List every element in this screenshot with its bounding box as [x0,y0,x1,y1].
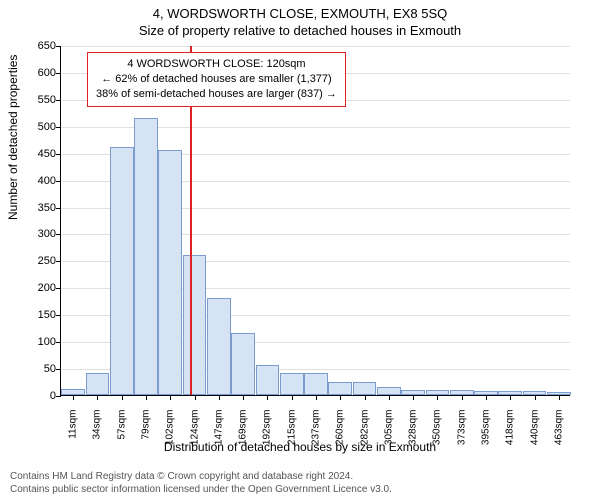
ytick-mark [56,127,61,128]
histogram-bar [304,373,328,395]
histogram-bar [110,147,134,395]
footer-line2: Contains public sector information licen… [10,483,392,496]
footer-line1: Contains HM Land Registry data © Crown c… [10,470,392,483]
ytick-mark [56,46,61,47]
histogram-bar [377,387,401,395]
y-axis-label: Number of detached properties [6,55,20,220]
xtick-mark [146,395,147,400]
histogram-bar [231,333,255,395]
ytick-label: 150 [16,309,56,321]
ytick-mark [56,234,61,235]
ytick-label: 100 [16,336,56,348]
histogram-bar [158,150,182,395]
ytick-label: 450 [16,148,56,160]
xtick-mark [195,395,196,400]
xtick-mark [389,395,390,400]
xtick-mark [243,395,244,400]
xtick-mark [73,395,74,400]
histogram-bar [353,382,377,395]
xtick-mark [462,395,463,400]
ytick-mark [56,208,61,209]
ytick-mark [56,73,61,74]
histogram-bar [207,298,231,395]
x-axis-label: Distribution of detached houses by size … [0,440,600,454]
xtick-mark [413,395,414,400]
xtick-mark [122,395,123,400]
ytick-label: 300 [16,228,56,240]
ytick-label: 200 [16,282,56,294]
ytick-label: 400 [16,175,56,187]
histogram-bar [256,365,280,395]
ytick-label: 500 [16,121,56,133]
ytick-label: 350 [16,202,56,214]
xtick-mark [292,395,293,400]
xtick-mark [510,395,511,400]
ytick-mark [56,396,61,397]
histogram-bar [328,382,352,395]
ytick-mark [56,261,61,262]
xtick-mark [486,395,487,400]
annotation-box: 4 WORDSWORTH CLOSE: 120sqm ← 62% of deta… [87,52,346,107]
xtick-mark [365,395,366,400]
xtick-mark [559,395,560,400]
xtick-mark [340,395,341,400]
xtick-mark [97,395,98,400]
ytick-mark [56,288,61,289]
ytick-mark [56,181,61,182]
ytick-label: 50 [16,363,56,375]
xtick-mark [170,395,171,400]
histogram-bar [280,373,304,395]
ytick-label: 250 [16,255,56,267]
ytick-label: 550 [16,94,56,106]
histogram-chart: 0501001502002503003504004505005506006501… [60,46,570,396]
page-title-sub: Size of property relative to detached ho… [0,21,600,38]
xtick-mark [219,395,220,400]
annot-line1: 4 WORDSWORTH CLOSE: 120sqm [96,57,337,72]
ytick-mark [56,342,61,343]
xtick-mark [267,395,268,400]
ytick-mark [56,100,61,101]
histogram-bar [134,118,158,395]
plot-area: 0501001502002503003504004505005506006501… [60,46,570,396]
page-title-address: 4, WORDSWORTH CLOSE, EXMOUTH, EX8 5SQ [0,0,600,21]
histogram-bar [183,255,207,395]
ytick-mark [56,369,61,370]
ytick-mark [56,315,61,316]
xtick-mark [316,395,317,400]
histogram-bar [86,373,110,395]
gridline [61,46,570,47]
xtick-mark [437,395,438,400]
annot-line2: ← 62% of detached houses are smaller (1,… [96,72,337,87]
ytick-label: 0 [16,390,56,402]
annot-line3: 38% of semi-detached houses are larger (… [96,87,337,102]
ytick-label: 600 [16,67,56,79]
ytick-label: 650 [16,40,56,52]
footer-attribution: Contains HM Land Registry data © Crown c… [10,470,392,496]
ytick-mark [56,154,61,155]
xtick-mark [535,395,536,400]
